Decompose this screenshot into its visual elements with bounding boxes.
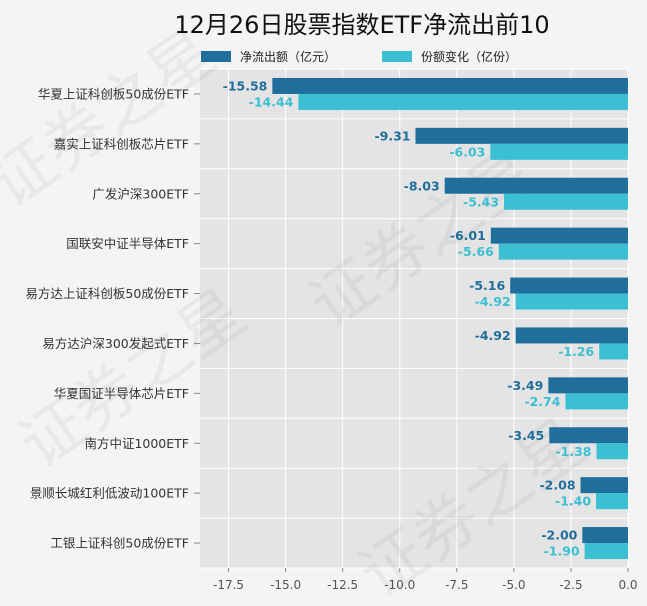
value-label-share-change: -14.44 [249,94,294,109]
bar-share-change [504,193,628,210]
category-label: 国联安中证半导体ETF [66,236,189,251]
value-label-net-outflow: -3.45 [508,428,544,443]
legend-label-net-outflow: 净流出额（亿元） [240,49,336,64]
bar-net-outflow [515,327,628,344]
value-label-net-outflow: -3.49 [507,378,543,393]
value-label-share-change: -4.92 [475,294,511,309]
value-label-share-change: -1.38 [555,444,591,459]
bar-net-outflow [548,377,628,394]
legend: 净流出额（亿元） 份额变化（亿份） [201,49,517,64]
bar-net-outflow [582,527,628,544]
bars-layer [272,77,628,560]
category-label: 南方中证1000ETF [84,436,189,451]
category-label: 工银上证科创50成份ETF [50,536,189,551]
bar-net-outflow [490,227,628,244]
category-label: 景顺长城红利低波动100ETF [30,486,189,501]
category-label: 广发沪深300ETF [92,186,189,201]
legend-label-share-change: 份额变化（亿份） [421,49,517,64]
value-label-net-outflow: -5.16 [469,278,505,293]
legend-swatch-share-change [382,51,412,62]
x-tick-label: -5.0 [502,578,525,592]
x-tick-label: -15.0 [270,578,301,592]
bar-share-change [490,143,628,160]
x-tick-label: -12.5 [327,578,358,592]
value-label-share-change: -5.66 [458,244,494,259]
bar-share-change [498,243,628,260]
value-label-share-change: -1.40 [555,494,591,509]
value-label-net-outflow: -2.08 [539,478,575,493]
value-label-net-outflow: -2.00 [541,528,577,543]
category-label: 易方达上证科创板50成份ETF [25,286,189,301]
category-labels-layer: 华夏上证科创板50成份ETF 嘉实上证科创板芯片ETF 广发沪深300ETF 国联安中… [25,86,200,551]
bar-share-change [584,543,628,560]
value-label-net-outflow: -15.58 [223,78,268,93]
x-axis-ticks: -17.5 -15.0 -12.5 -10.0 -7.5 -5.0 -2.5 0.0 [213,568,638,592]
x-tick-label: -17.5 [213,578,244,592]
value-label-share-change: -1.90 [544,544,580,559]
bar-share-change [565,393,628,410]
x-tick-label: 0.0 [618,578,637,592]
value-label-net-outflow: -4.92 [475,328,511,343]
value-label-share-change: -1.26 [558,344,594,359]
value-label-net-outflow: -9.31 [374,128,410,143]
value-label-net-outflow: -8.03 [404,178,440,193]
value-label-share-change: -2.74 [524,394,560,409]
x-tick-label: -2.5 [559,578,582,592]
bar-share-change [596,443,628,460]
bar-net-outflow [415,127,628,144]
value-label-share-change: -5.43 [463,194,499,209]
bar-share-change [599,343,628,360]
value-labels-layer: -15.58-14.44-9.31-6.03-8.03-5.43-6.01-5.… [223,78,595,558]
value-label-share-change: -6.03 [449,144,485,159]
bar-share-change [596,493,628,510]
legend-swatch-net-outflow [201,51,231,62]
bar-net-outflow [272,77,628,94]
category-label: 华夏上证科创板50成份ETF [38,86,189,101]
category-label: 嘉实上证科创板芯片ETF [54,136,189,151]
category-label: 华夏国证半导体芯片ETF [54,386,189,401]
bar-share-change [515,293,628,310]
bar-net-outflow [549,427,628,444]
x-tick-label: -10.0 [384,578,415,592]
chart-title: 12月26日股票指数ETF净流出前10 [174,11,549,39]
bar-net-outflow [580,477,628,494]
bar-net-outflow [510,277,628,294]
bar-net-outflow [444,177,628,194]
value-label-net-outflow: -6.01 [450,228,486,243]
bar-share-change [298,93,628,110]
category-label: 易方达沪深300发起式ETF [42,336,189,351]
x-tick-label: -7.5 [445,578,468,592]
